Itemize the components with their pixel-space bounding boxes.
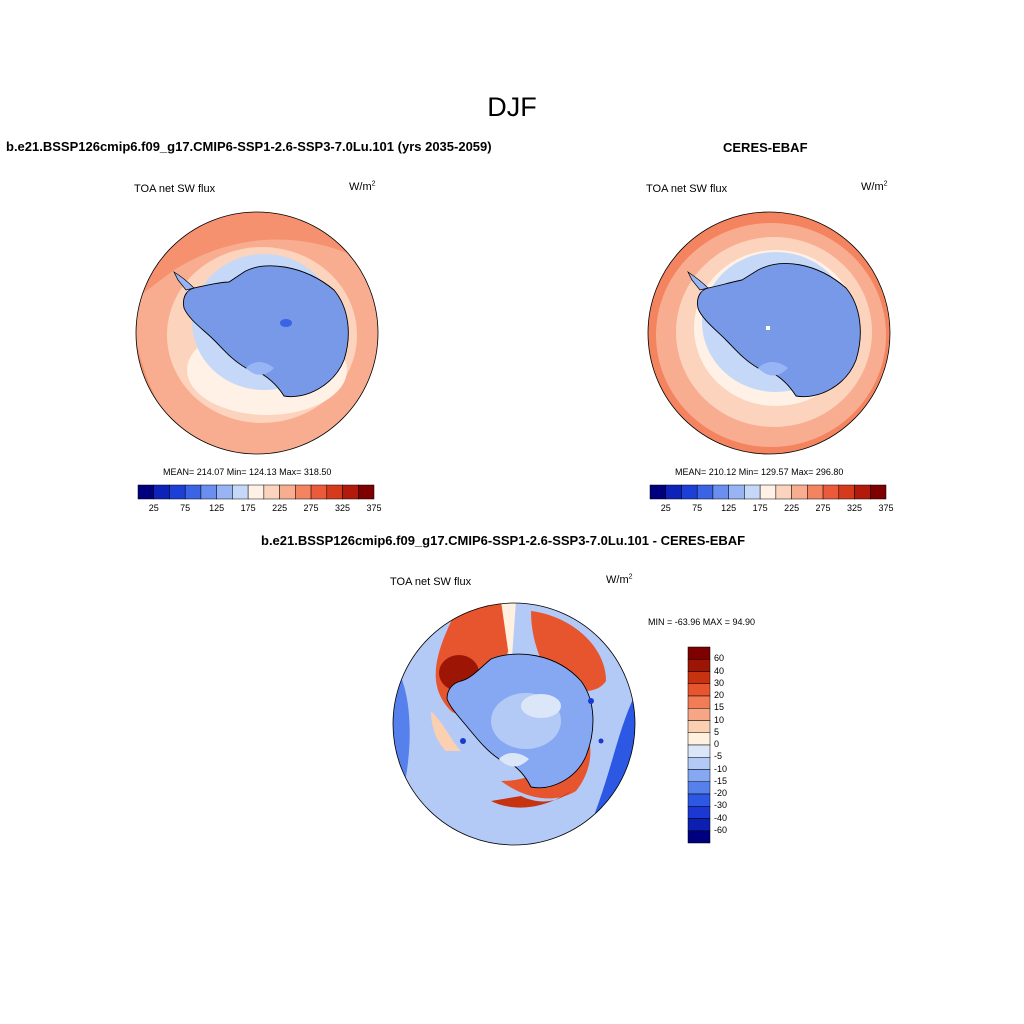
model-variable-label: TOA net SW flux (134, 183, 216, 195)
model-units-label: W/m2 (349, 180, 376, 193)
colorbar-swatch (687, 708, 711, 721)
colorbar-tick-label: 175 (240, 503, 256, 513)
colorbar-swatch (169, 484, 186, 500)
colorbar-tick-label: 25 (148, 503, 159, 513)
colorbar-tick-label: -5 (714, 751, 723, 762)
diff-panel-title: b.e21.BSSP126cmip6.f09_g17.CMIP6-SSP1-2.… (261, 533, 746, 548)
colorbar-swatch (687, 757, 711, 770)
colorbar-swatch (744, 484, 761, 500)
colorbar-swatch (137, 484, 154, 500)
colorbar-swatch (687, 683, 711, 697)
colorbar-tick-label: 25 (660, 503, 671, 513)
colorbar-tick-label: 40 (714, 665, 725, 676)
colorbar-swatch (263, 484, 280, 500)
colorbar-swatch (838, 484, 855, 500)
colorbar-tick-label: 60 (714, 653, 725, 664)
colorbar-swatch (687, 720, 711, 733)
colorbar-tick-label: 175 (752, 503, 768, 513)
colorbar-tick-label: 375 (878, 503, 894, 513)
colorbar-swatch (687, 659, 711, 672)
model-stats: MEAN= 214.07 Min= 124.13 Max= 318.50 (163, 467, 332, 477)
colorbar-swatch (649, 484, 666, 500)
colorbar-swatch (807, 484, 824, 500)
colorbar-swatch (153, 484, 170, 500)
colorbar-tick-label: 15 (714, 702, 725, 713)
model-polar-map (135, 211, 379, 455)
colorbar-swatch (247, 484, 265, 500)
colorbar-swatch (687, 781, 711, 795)
colorbar-swatch (775, 484, 792, 500)
diff-variable-label: TOA net SW flux (390, 576, 472, 588)
colorbar-swatch (665, 484, 682, 500)
obs-stats: MEAN= 210.12 Min= 129.57 Max= 296.80 (675, 467, 844, 477)
colorbar-swatch (200, 484, 217, 500)
model-colorbar-labels: 25 75 125 175 225 275 325 375 (138, 503, 382, 515)
obs-units-label: W/m2 (861, 180, 888, 193)
colorbar-swatch (854, 484, 871, 500)
colorbar-tick-label: 225 (784, 503, 800, 513)
diff-stats: MIN = -63.96 MAX = 94.90 (648, 617, 756, 627)
obs-polar-map (647, 211, 891, 455)
colorbar-swatch (687, 769, 711, 782)
colorbar-swatch (687, 793, 711, 807)
colorbar-tick-label: 5 (714, 726, 720, 737)
colorbar-swatch (696, 484, 714, 500)
colorbar-tick-label: 10 (714, 714, 725, 725)
colorbar-tick-label: 30 (714, 677, 725, 688)
colorbar-swatch (870, 484, 887, 500)
colorbar-swatch (712, 484, 729, 500)
colorbar-swatch (822, 484, 840, 500)
colorbar-swatch (687, 695, 711, 709)
colorbar-swatch (295, 484, 312, 500)
colorbar-swatch (326, 484, 343, 500)
model-panel-title: b.e21.BSSP126cmip6.f09_g17.CMIP6-SSP1-2.… (6, 139, 492, 154)
colorbar-tick-label: 275 (303, 503, 319, 513)
colorbar-swatch (681, 484, 698, 500)
colorbar-tick-label: -20 (714, 788, 728, 798)
colorbar-tick-label: 225 (272, 503, 288, 513)
model-colorbar (137, 484, 375, 500)
colorbar-swatch (687, 646, 711, 660)
colorbar-tick-label: 325 (335, 503, 351, 513)
colorbar-tick-label: -60 (714, 824, 728, 835)
diff-polar-map (392, 602, 636, 846)
colorbar-swatch (232, 484, 249, 500)
obs-colorbar (649, 484, 887, 500)
colorbar-tick-label: 125 (721, 503, 737, 513)
colorbar-tick-label: 325 (847, 503, 863, 513)
colorbar-swatch (791, 484, 808, 500)
colorbar-tick-label: 375 (366, 503, 382, 513)
diff-units-label: W/m2 (606, 573, 633, 586)
colorbar-swatch (687, 818, 711, 831)
colorbar-swatch (687, 671, 711, 684)
colorbar-swatch (759, 484, 777, 500)
colorbar-tick-label: 75 (180, 503, 191, 513)
diff-colorbar (687, 646, 711, 844)
colorbar-tick-label: 275 (815, 503, 831, 513)
obs-variable-label: TOA net SW flux (646, 183, 728, 195)
colorbar-tick-label: -15 (714, 775, 728, 786)
colorbar-tick-label: 125 (209, 503, 225, 513)
colorbar-tick-label: -40 (714, 812, 728, 823)
colorbar-tick-label: 75 (692, 503, 703, 513)
obs-colorbar-labels: 25 75 125 175 225 275 325 375 (650, 503, 894, 515)
colorbar-swatch (728, 484, 745, 500)
colorbar-tick-label: 20 (714, 690, 725, 700)
colorbar-swatch (310, 484, 328, 500)
colorbar-swatch (184, 484, 202, 500)
colorbar-swatch (687, 806, 711, 819)
colorbar-swatch (358, 484, 375, 500)
colorbar-tick-label: -10 (714, 763, 728, 774)
colorbar-tick-label: -30 (714, 800, 728, 811)
colorbar-tick-label: 0 (714, 739, 720, 749)
obs-panel-title: CERES-EBAF (723, 140, 808, 155)
main-title: DJF (487, 92, 537, 122)
colorbar-swatch (216, 484, 233, 500)
colorbar-swatch (279, 484, 296, 500)
diff-colorbar-labels: 60 40 30 20 15 10 5 0 -5 -10 -15 -20 -30 -40 -60 (714, 647, 754, 843)
colorbar-swatch (687, 732, 711, 746)
colorbar-swatch (687, 830, 711, 844)
colorbar-swatch (342, 484, 359, 500)
colorbar-swatch (687, 744, 711, 758)
